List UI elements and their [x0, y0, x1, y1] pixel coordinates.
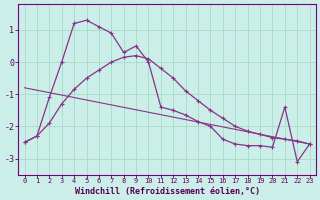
- X-axis label: Windchill (Refroidissement éolien,°C): Windchill (Refroidissement éolien,°C): [75, 187, 260, 196]
